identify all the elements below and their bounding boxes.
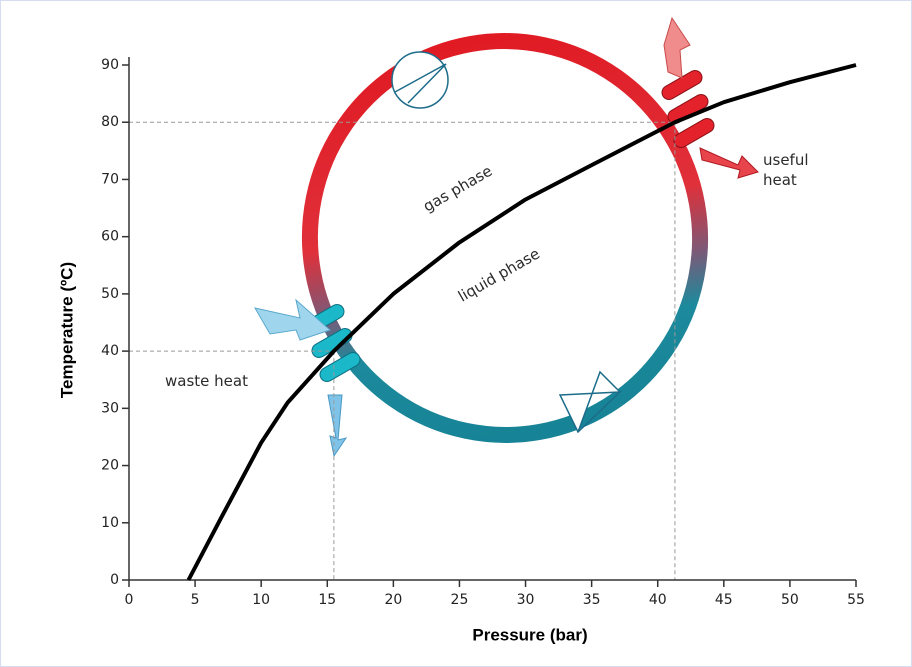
y-tick-label: 50 (101, 286, 119, 302)
x-tick-label: 50 (781, 592, 799, 608)
x-tick-label: 35 (583, 592, 601, 608)
x-tick-label: 0 (125, 592, 134, 608)
y-tick-label: 80 (101, 114, 119, 130)
expansion-valve (558, 370, 622, 434)
condenser-in-arrow (663, 16, 691, 79)
x-tick-label: 10 (252, 592, 270, 608)
x-axis-title: Pressure (bar) (472, 625, 587, 644)
condenser (661, 70, 715, 148)
y-tick-label: 60 (101, 229, 119, 245)
x-tick-label: 45 (715, 592, 733, 608)
annotation: useful heat (763, 151, 809, 189)
cycle-loop (253, 16, 759, 458)
evaporator (303, 304, 361, 382)
x-tick-label: 20 (384, 592, 402, 608)
y-tick-label: 10 (101, 515, 119, 531)
x-tick-label: 30 (517, 592, 535, 608)
x-tick-label: 15 (318, 592, 336, 608)
annotation: waste heat (165, 372, 248, 390)
y-tick-label: 40 (101, 343, 119, 359)
y-tick-label: 20 (101, 458, 119, 474)
y-tick-label: 0 (110, 572, 119, 588)
x-tick-label: 25 (451, 592, 469, 608)
x-tick-label: 55 (847, 592, 865, 608)
y-tick-label: 90 (101, 57, 119, 73)
y-axis-title: Temperature (ºC) (57, 262, 76, 398)
useful-heat-arrow (699, 147, 759, 179)
x-tick-label: 5 (191, 592, 200, 608)
waste-heat-arrow (253, 298, 331, 341)
y-tick-label: 70 (101, 171, 119, 187)
compressor (391, 51, 449, 109)
y-tick-label: 30 (101, 400, 119, 416)
x-tick-label: 40 (649, 592, 667, 608)
evaporator-out-arrow (327, 394, 348, 458)
curve (186, 63, 857, 581)
